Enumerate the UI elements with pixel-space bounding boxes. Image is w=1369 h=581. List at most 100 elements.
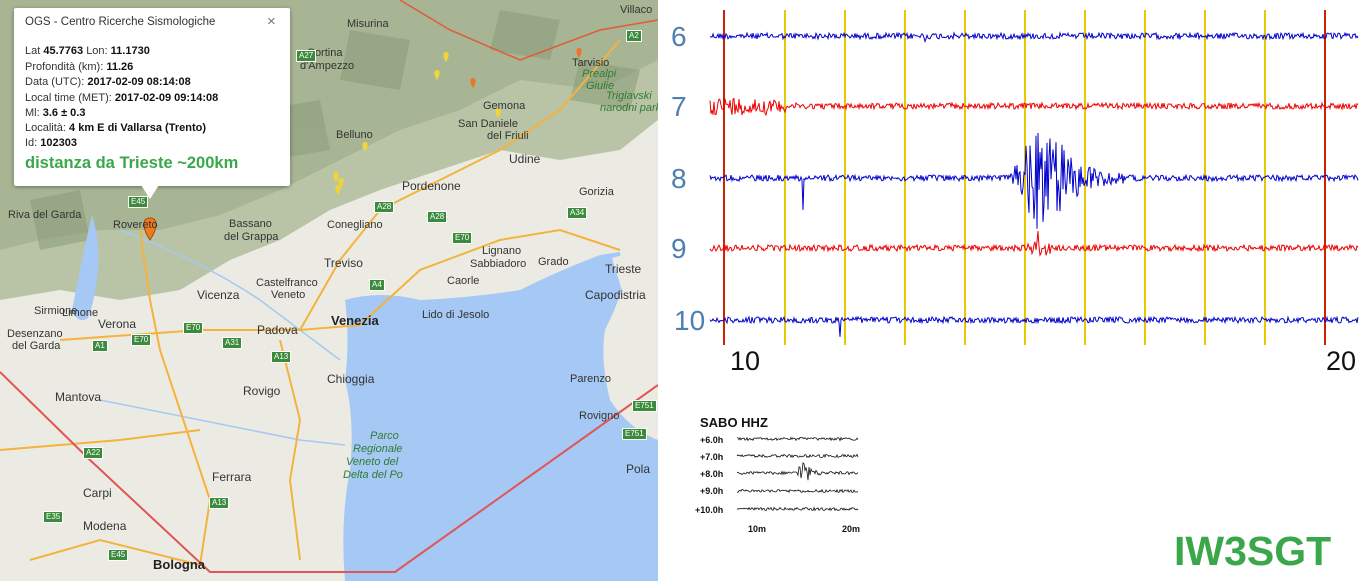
place-label: Lignano	[482, 245, 522, 257]
hour-label: 8	[671, 163, 687, 194]
distance-note: distanza da Trieste ~200km	[25, 154, 239, 172]
mini-trace	[736, 453, 859, 459]
place-label: Caorle	[447, 275, 480, 287]
lat-value: 45.7763	[43, 45, 84, 57]
place-label: Mantova	[55, 390, 102, 404]
mini-trace	[736, 488, 859, 494]
helicorder-traces	[709, 31, 1359, 337]
location-label: Località:	[25, 122, 66, 134]
local-time-label: Local time (MET):	[25, 92, 112, 104]
date-value: 2017-02-09 08:14:08	[87, 76, 191, 88]
place-label: San Daniele	[458, 118, 518, 130]
place-label: Bassano	[229, 218, 272, 230]
popup-row-latlon: Lat 45.7763 Lon: 11.1730	[25, 45, 150, 57]
place-label: del Grappa	[224, 231, 279, 243]
popup-tail	[141, 185, 159, 199]
road-shield: A34	[567, 207, 588, 219]
mini-traces	[736, 436, 859, 512]
place-label: Parenzo	[570, 373, 611, 385]
road-shield: A28	[427, 211, 448, 223]
road-shield: E35	[43, 511, 64, 523]
place-label: Pordenone	[402, 179, 461, 193]
map-background	[0, 0, 658, 581]
hour-label: 9	[671, 233, 687, 264]
place-label: Capodistria	[585, 288, 646, 302]
place-label: Veneto	[271, 289, 306, 301]
close-icon[interactable]: ×	[267, 13, 276, 30]
place-label: Belluno	[336, 129, 373, 141]
event-info-popup: OGS - Centro Ricerche Sismologiche × Lat…	[14, 8, 290, 199]
place-label: Pola	[626, 462, 651, 476]
road-shield: E70	[183, 322, 204, 334]
map-panel[interactable]: Misurina Cortina d'Ampezzo Villaco Tarvi…	[0, 0, 658, 581]
place-label: Villaco	[620, 4, 653, 16]
road-shield: A13	[271, 351, 292, 363]
place-label: Limone	[62, 307, 99, 319]
road-shield: A2	[626, 30, 642, 42]
place-label: Conegliano	[327, 219, 383, 231]
place-label: Tarvisio	[572, 57, 610, 69]
event-markers	[143, 48, 582, 241]
place-label: Sabbiadoro	[470, 258, 527, 270]
place-label: Gemona	[483, 100, 526, 112]
place-label: Veneto del	[346, 456, 399, 468]
seismo-trace-9h	[709, 230, 1359, 257]
place-label: Trieste	[605, 262, 642, 276]
popup-row-ml: Ml: 3.6 ± 0.3	[25, 107, 85, 119]
place-label: d'Ampezzo	[300, 60, 355, 72]
place-label: Triglavski	[606, 90, 652, 102]
place-label: Rovigno	[579, 410, 620, 422]
local-time-value: 2017-02-09 09:14:08	[114, 92, 219, 104]
popup-row-date: Data (UTC): 2017-02-09 08:14:08	[25, 76, 191, 88]
ml-value: 3.6 ± 0.3	[42, 107, 86, 119]
place-label: Regionale	[353, 443, 403, 455]
place-label: Castelfranco	[256, 277, 318, 289]
place-label: Bologna	[153, 557, 205, 572]
date-label: Data (UTC):	[25, 76, 85, 88]
place-label: Sirmione	[34, 305, 78, 317]
hour-label: 6	[671, 21, 687, 52]
place-label: Prealpi	[582, 68, 617, 80]
mini-row-label: +8.0h	[700, 469, 724, 479]
mini-helicorder: SABO HHZ +6.0h +7.0h +8.0h +9.0h +10.0h …	[695, 411, 875, 541]
popup-row-depth: Profondità (km): 11.26	[25, 61, 133, 73]
place-label: Chioggia	[327, 372, 375, 386]
road-shield: E45	[128, 196, 149, 208]
place-label: Carpi	[83, 486, 112, 500]
place-label: Lido di Jesolo	[422, 309, 490, 321]
place-label: Venezia	[331, 313, 379, 328]
place-label: Delta del Po	[343, 469, 403, 481]
popup-row-local: Local time (MET): 2017-02-09 09:14:08	[25, 92, 218, 104]
place-label: Udine	[509, 152, 541, 166]
mini-row-label: +9.0h	[700, 486, 724, 496]
road-shield: A4	[369, 279, 385, 291]
seismo-trace-10h	[709, 315, 1359, 337]
place-label: Misurina	[347, 18, 389, 30]
hour-label: 7	[671, 91, 687, 122]
mini-row-label: +6.0h	[700, 435, 724, 445]
helicorder-plot	[709, 10, 1359, 345]
place-label: Rovereto	[113, 219, 158, 231]
place-label: del Friuli	[487, 130, 529, 142]
place-label: Grado	[538, 256, 569, 268]
mini-title: SABO HHZ	[700, 415, 768, 430]
place-label: Vicenza	[197, 288, 240, 302]
place-label: Rovigo	[243, 384, 281, 398]
place-label: Parco	[370, 430, 399, 442]
road-shield: A27	[296, 50, 317, 62]
place-label: narodni park	[600, 102, 658, 114]
mini-row-label: +10.0h	[695, 505, 724, 515]
popup-row-location: Località: 4 km E di Vallarsa (Trento)	[25, 122, 206, 134]
place-label: Ferrara	[212, 470, 252, 484]
id-label: Id:	[25, 137, 38, 149]
popup-title: OGS - Centro Ricerche Sismologiche	[25, 16, 216, 28]
place-label: Verona	[98, 317, 137, 331]
x-axis-start-label: 10	[730, 346, 761, 376]
road-shield: E70	[131, 334, 152, 346]
place-label: Gorizia	[579, 186, 614, 198]
place-label: Desenzano	[7, 328, 63, 340]
place-label: Padova	[257, 323, 298, 337]
road-shield: A1	[92, 340, 108, 352]
depth-value: 11.26	[106, 61, 134, 73]
place-label: Modena	[83, 519, 127, 533]
